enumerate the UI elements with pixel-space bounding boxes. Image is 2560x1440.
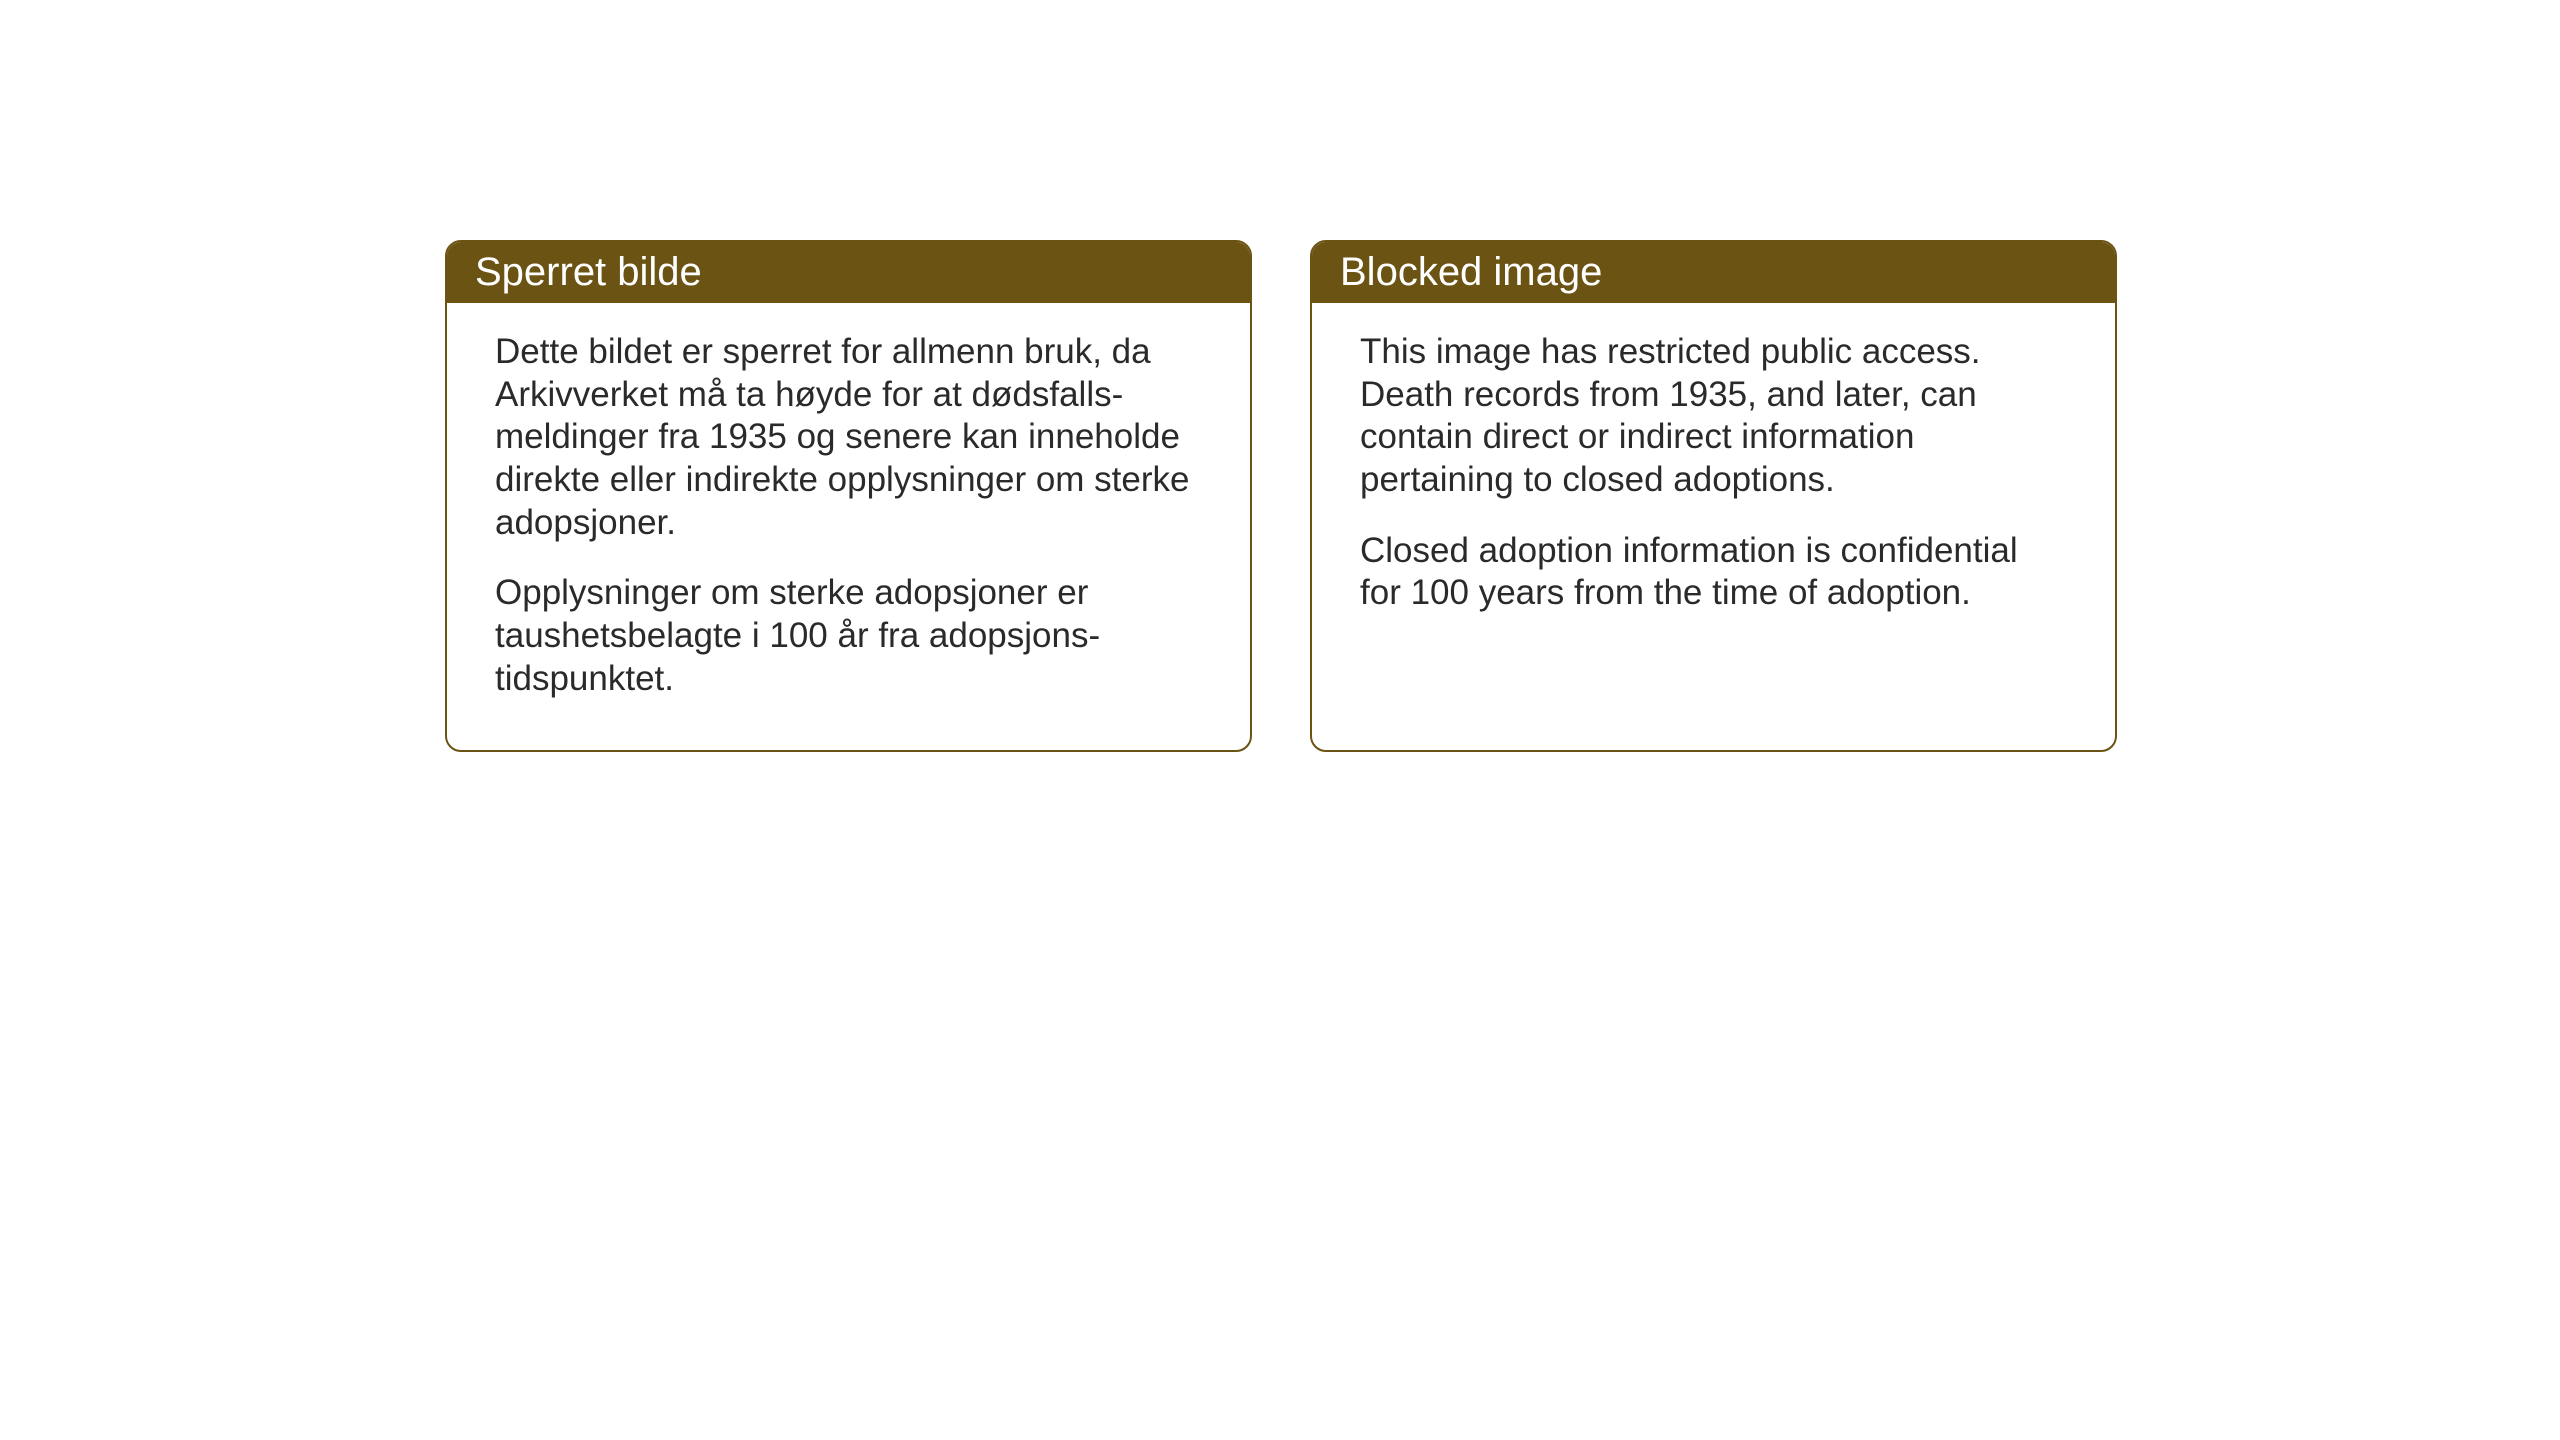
card-body-english: This image has restricted public access.… <box>1312 303 2115 655</box>
card-header-norwegian: Sperret bilde <box>447 242 1250 303</box>
card-paragraph-2-english: Closed adoption information is confident… <box>1360 530 2067 615</box>
card-title-norwegian: Sperret bilde <box>475 250 702 294</box>
notice-card-english: Blocked image This image has restricted … <box>1310 240 2117 752</box>
card-paragraph-1-norwegian: Dette bildet er sperret for allmenn bruk… <box>495 331 1202 544</box>
card-body-norwegian: Dette bildet er sperret for allmenn bruk… <box>447 303 1250 741</box>
card-title-english: Blocked image <box>1340 250 1602 294</box>
card-header-english: Blocked image <box>1312 242 2115 303</box>
notice-cards-container: Sperret bilde Dette bildet er sperret fo… <box>445 240 2117 752</box>
notice-card-norwegian: Sperret bilde Dette bildet er sperret fo… <box>445 240 1252 752</box>
card-paragraph-1-english: This image has restricted public access.… <box>1360 331 2067 502</box>
card-paragraph-2-norwegian: Opplysninger om sterke adopsjoner er tau… <box>495 572 1202 700</box>
